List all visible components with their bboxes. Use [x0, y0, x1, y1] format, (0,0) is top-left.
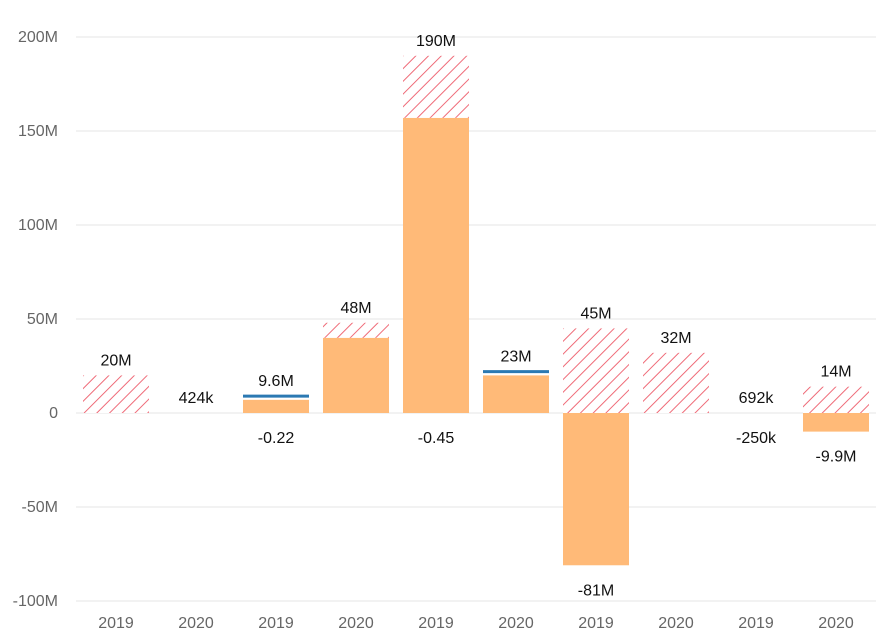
y-tick-label: -100M	[13, 593, 58, 610]
x-tick-label: 2020	[658, 615, 694, 632]
bar-solid	[243, 399, 309, 413]
data-label: 14M	[820, 364, 851, 381]
data-label: 692k	[739, 390, 775, 407]
gridlines	[76, 36, 876, 602]
data-label: -250k	[736, 430, 777, 447]
data-label: 9.6M	[258, 373, 294, 390]
y-tick-label: 0	[49, 405, 58, 422]
data-label: 424k	[179, 390, 215, 407]
x-tick-label: 2020	[178, 615, 214, 632]
data-label: 32M	[660, 330, 691, 347]
y-tick-label: -50M	[22, 499, 58, 516]
data-labels: 20M 424k 9.6M -0.22 48M 190M -0.45 23M 45M -81M 32…	[100, 33, 856, 599]
data-label: -0.45	[418, 430, 455, 447]
bar-solid	[483, 375, 549, 413]
data-label: 190M	[416, 33, 456, 50]
y-tick-label: 50M	[27, 311, 58, 328]
bar-hatched	[403, 55, 469, 118]
data-label: 23M	[500, 349, 531, 366]
x-tick-label: 2019	[738, 615, 774, 632]
bar-hatched	[643, 352, 709, 413]
x-tick-label: 2019	[578, 615, 614, 632]
bar-hatched	[803, 386, 869, 413]
y-tick-label: 200M	[18, 29, 58, 46]
y-axis-tick-labels: -100M -50M 0 50M 100M 150M 200M	[13, 29, 58, 610]
data-label: 45M	[580, 305, 611, 322]
data-label: 48M	[340, 300, 371, 317]
data-label: -0.22	[258, 430, 295, 447]
x-tick-label: 2019	[258, 615, 294, 632]
x-axis-tick-labels: 2019 2020 2019 2020 2019 2020 2019 2020 2019 2020	[98, 615, 854, 632]
bar-solid	[563, 413, 629, 566]
y-tick-label: 100M	[18, 217, 58, 234]
data-label: -81M	[578, 582, 614, 599]
bars	[83, 55, 869, 566]
data-label: 20M	[100, 352, 131, 369]
bar-solid	[803, 413, 869, 432]
data-label: -9.9M	[816, 449, 857, 466]
x-tick-label: 2020	[338, 615, 374, 632]
bar-hatched	[83, 375, 149, 413]
x-tick-label: 2020	[498, 615, 534, 632]
bar-hatched	[563, 328, 629, 413]
x-tick-label: 2019	[98, 615, 134, 632]
bar-solid	[323, 337, 389, 413]
x-tick-label: 2020	[818, 615, 854, 632]
y-tick-label: 150M	[18, 123, 58, 140]
bar-hatched	[323, 322, 389, 338]
bar-solid	[403, 117, 469, 413]
x-tick-label: 2019	[418, 615, 454, 632]
